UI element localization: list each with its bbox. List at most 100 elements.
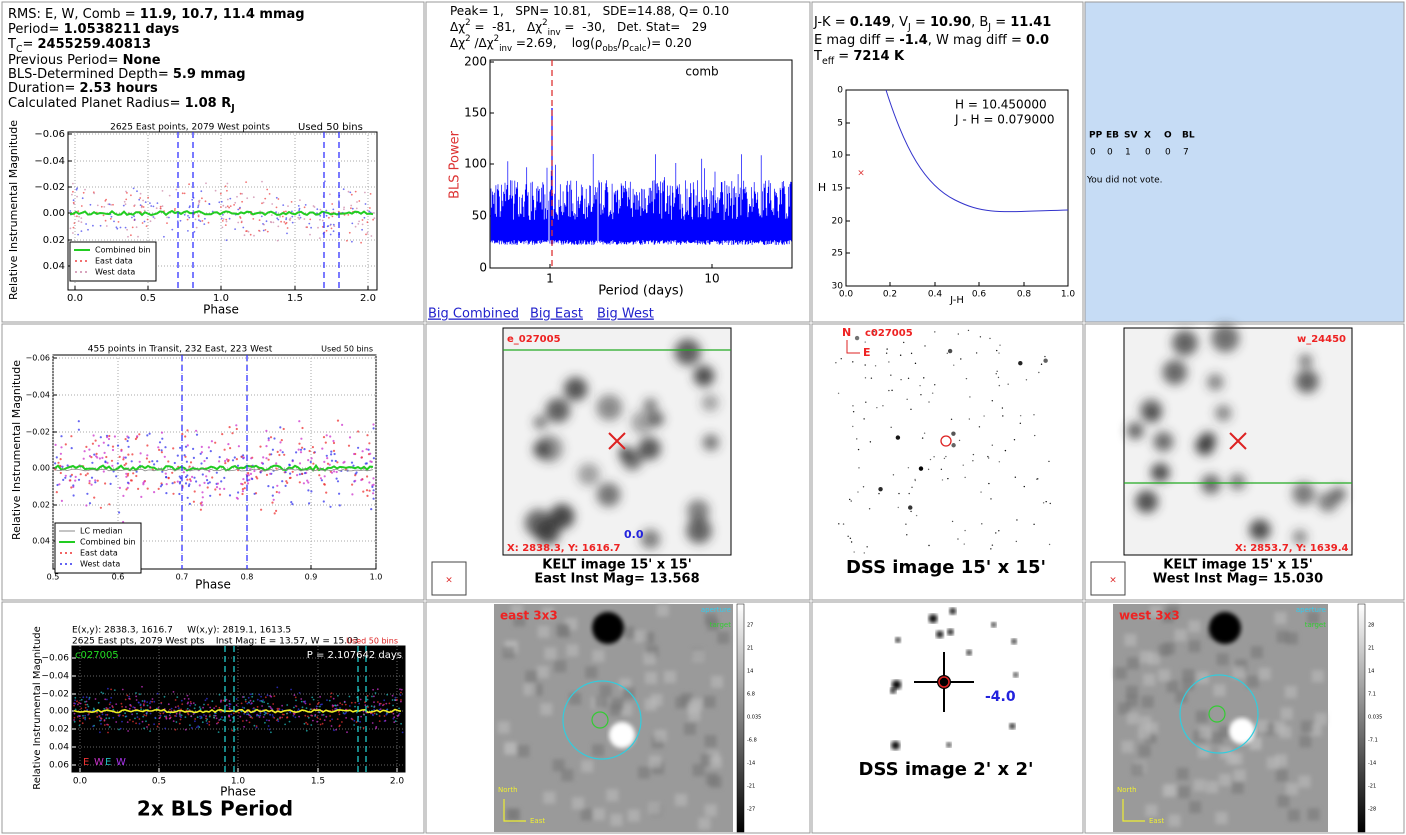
star-texture — [987, 457, 990, 459]
scatter-texture — [70, 435, 73, 438]
star-texture — [1009, 723, 1016, 730]
scatter-texture — [133, 215, 136, 218]
scatter-texture — [164, 446, 167, 449]
scatter-texture — [272, 498, 275, 501]
text-segment: J — [987, 22, 991, 33]
scatter-texture — [327, 225, 330, 227]
scatter-texture — [218, 460, 221, 463]
scatter-texture — [93, 453, 96, 456]
label: target — [1305, 621, 1327, 629]
scatter-texture — [72, 484, 75, 487]
scatter-texture — [145, 457, 148, 460]
scatter-texture — [131, 713, 134, 715]
scatter-texture — [117, 714, 120, 717]
x-tick-label: 1.0 — [370, 573, 383, 582]
scatter-texture — [366, 494, 369, 497]
scatter-texture — [233, 204, 236, 206]
scatter-texture — [298, 420, 301, 423]
scatter-texture — [146, 704, 149, 707]
scatter-texture — [234, 228, 237, 231]
scatter-texture — [207, 703, 210, 706]
star-texture — [923, 432, 926, 434]
source-blob — [1299, 354, 1313, 368]
scatter-texture — [188, 183, 191, 186]
scatter-texture — [318, 474, 321, 477]
scatter-texture — [374, 692, 377, 694]
scatter-texture — [351, 222, 354, 225]
star-texture — [953, 364, 955, 366]
star-texture — [966, 649, 972, 656]
star-texture — [876, 406, 878, 409]
scatter-texture — [255, 726, 258, 729]
scatter-texture — [329, 224, 332, 227]
star-texture — [1033, 414, 1035, 416]
scatter-texture — [323, 483, 326, 486]
link[interactable]: Big East — [530, 307, 583, 322]
pixel-texture — [675, 696, 688, 709]
scatter-texture — [88, 448, 91, 451]
info-line: TC= 2455259.40813 — [7, 37, 151, 56]
scatter-texture — [70, 486, 73, 489]
scatter-texture — [120, 449, 123, 452]
scatter-texture — [160, 483, 164, 486]
scatter-texture — [69, 210, 72, 212]
scatter-texture — [299, 451, 303, 454]
star-texture — [967, 329, 970, 332]
scatter-texture — [77, 210, 80, 213]
scatter-texture — [77, 478, 81, 481]
x-tick-label: 10 — [704, 272, 719, 286]
scatter-texture — [388, 702, 391, 705]
scatter-texture — [377, 701, 379, 703]
link[interactable]: Big Combined — [428, 307, 519, 322]
link[interactable]: Big West — [597, 307, 654, 322]
star-texture — [1038, 371, 1040, 374]
star-texture — [923, 377, 925, 379]
scatter-texture — [74, 708, 77, 711]
scatter-texture — [334, 708, 337, 710]
scatter-texture — [192, 456, 195, 459]
scatter-texture — [205, 715, 208, 717]
x-tick-label: 1.0 — [231, 777, 246, 787]
star-texture — [978, 426, 981, 428]
scatter-texture — [276, 239, 279, 242]
text-segment: = — [911, 15, 930, 30]
scatter-texture — [112, 203, 114, 206]
scatter-texture — [371, 695, 373, 698]
scatter-texture — [359, 720, 361, 723]
scatter-texture — [77, 220, 80, 223]
scatter-texture — [399, 694, 402, 697]
scatter-texture — [269, 221, 272, 223]
label: aperture — [1296, 606, 1326, 614]
scatter-texture — [298, 209, 300, 212]
star-texture — [998, 352, 1000, 354]
scatter-texture — [323, 460, 326, 463]
scatter-texture — [339, 707, 341, 709]
scatter-texture — [134, 717, 136, 720]
scatter-texture — [250, 457, 253, 460]
scatter-texture — [325, 454, 328, 457]
pixel-texture — [1145, 722, 1158, 735]
pixel-texture — [1139, 651, 1152, 664]
label: w_24450 — [1297, 334, 1346, 345]
scatter-texture — [369, 193, 372, 195]
scatter-texture — [231, 729, 234, 732]
label: Period (days) — [598, 284, 684, 299]
scatter-texture — [133, 204, 136, 207]
scatter-texture — [136, 435, 139, 438]
scatter-texture — [309, 703, 311, 706]
scatter-texture — [361, 450, 364, 453]
scatter-texture — [200, 504, 204, 507]
scatter-texture — [269, 436, 273, 439]
pixel-texture — [1182, 669, 1195, 682]
scatter-texture — [357, 446, 360, 449]
text-segment: /ρ — [618, 36, 630, 50]
scatter-texture — [208, 481, 211, 484]
scatter-texture — [129, 704, 132, 706]
plot-header: 2625 East pts, 2079 West pts Inst Mag: E… — [72, 637, 359, 647]
label: Used 50 bins — [321, 345, 373, 354]
scatter-texture — [366, 705, 369, 707]
scatter-texture — [284, 222, 287, 225]
legend-swatch — [85, 260, 87, 262]
scatter-texture — [176, 696, 179, 698]
pixel-texture — [517, 745, 530, 758]
